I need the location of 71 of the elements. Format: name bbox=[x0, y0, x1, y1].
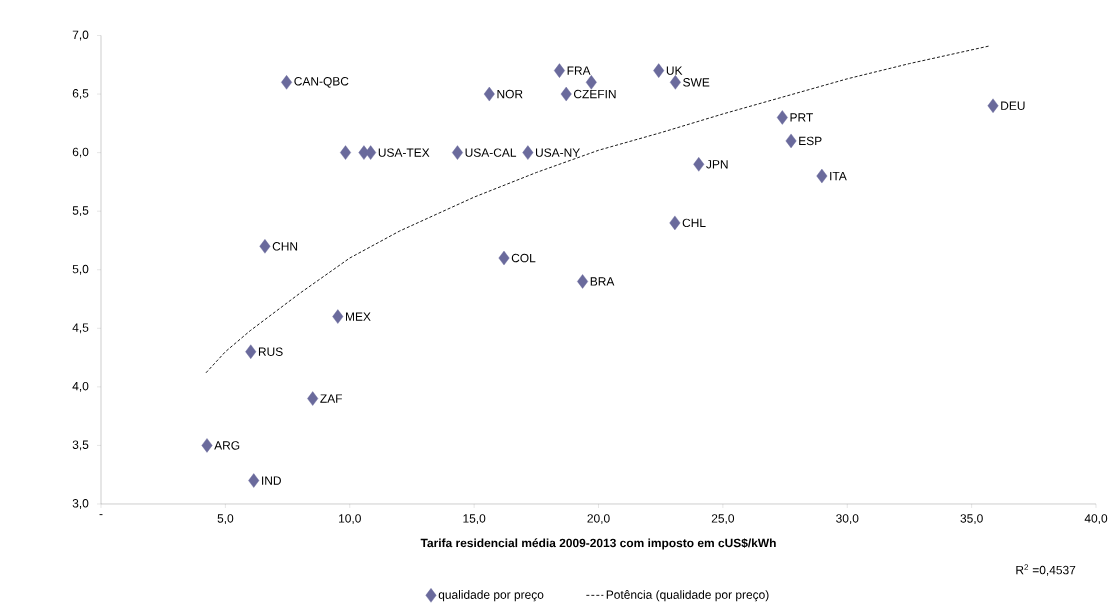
point bbox=[245, 344, 257, 359]
annotation: USA-CAL bbox=[465, 148, 517, 157]
point bbox=[332, 309, 344, 324]
legend-label: qualidade por preço bbox=[438, 590, 544, 602]
point bbox=[776, 110, 788, 125]
line-series bbox=[205, 45, 990, 374]
y-tick-label: 5,5 bbox=[72, 206, 89, 217]
y-tick-label: 3,5 bbox=[72, 440, 89, 451]
y-tick-label: 3,0 bbox=[72, 499, 89, 509]
point bbox=[365, 145, 377, 160]
annotation: ITA bbox=[830, 171, 847, 181]
y-tick-label: 6,5 bbox=[72, 89, 89, 99]
x-tick-label: 20,0 bbox=[587, 514, 610, 525]
annotation: CAN-QBC bbox=[294, 77, 349, 88]
annotation: USA-TEX bbox=[378, 148, 430, 157]
annotation: IND bbox=[262, 476, 281, 485]
annotation: CZEFIN bbox=[573, 89, 616, 99]
x-tick-label: 35,0 bbox=[960, 514, 983, 525]
annotation: SWE bbox=[683, 78, 710, 87]
x-tick-label: 15,0 bbox=[463, 514, 486, 525]
x-tick-label: 5,0 bbox=[217, 514, 234, 525]
x-tick-label: 10,0 bbox=[339, 514, 361, 525]
annotation: BRA bbox=[590, 277, 615, 286]
point bbox=[669, 215, 681, 231]
annotation: MEX bbox=[346, 312, 371, 321]
annotation: ESP bbox=[799, 136, 822, 146]
point bbox=[248, 473, 260, 488]
annotation: ZAF bbox=[320, 394, 342, 403]
point bbox=[816, 168, 828, 184]
point bbox=[577, 274, 589, 289]
point bbox=[693, 157, 705, 172]
point bbox=[452, 145, 463, 160]
y-tick-label: 4,5 bbox=[72, 323, 89, 334]
annotation: DEU bbox=[1001, 101, 1025, 110]
annotation: ARG bbox=[214, 441, 240, 450]
point bbox=[522, 145, 534, 160]
x-tick-label: 25,0 bbox=[711, 514, 735, 525]
annotation: USA-NY bbox=[535, 148, 580, 157]
point bbox=[554, 63, 565, 78]
point bbox=[307, 391, 319, 406]
y-tick-label: 6,0 bbox=[72, 147, 89, 158]
text: R$^{2}$ =0,4537 bbox=[1016, 564, 1076, 576]
point bbox=[560, 86, 572, 102]
point bbox=[483, 86, 495, 102]
point bbox=[498, 250, 510, 266]
point bbox=[785, 133, 797, 149]
annotation: PRT bbox=[790, 113, 813, 122]
annotation: FRA bbox=[567, 66, 591, 75]
point bbox=[340, 145, 351, 160]
y-tick-label: 5,0 bbox=[72, 264, 89, 275]
annotation: CHL bbox=[682, 218, 706, 228]
annotation: RUS bbox=[258, 347, 283, 356]
legend-label: Potência (qualidade por preço) bbox=[606, 590, 769, 602]
point bbox=[669, 75, 681, 90]
annotation: JPN bbox=[706, 160, 728, 169]
annotation: UK bbox=[666, 66, 683, 75]
point bbox=[201, 438, 213, 453]
y-tick-label: 7,0 bbox=[72, 30, 89, 41]
x-tick-label: 30,0 bbox=[836, 514, 859, 525]
point bbox=[585, 75, 597, 90]
annotation: COL bbox=[511, 253, 536, 263]
point bbox=[259, 239, 271, 254]
x-tick-label: 40,0 bbox=[1084, 514, 1108, 525]
x-tick-label: - bbox=[99, 514, 103, 516]
point bbox=[653, 63, 665, 78]
point bbox=[987, 98, 999, 113]
x-axis-title: Tarifa residencial média 2009-2013 com imposto em cUS$/kWh bbox=[420, 538, 776, 550]
annotation: NOR bbox=[497, 89, 523, 99]
y-tick-label: 4,0 bbox=[72, 381, 89, 392]
annotation: CHN bbox=[272, 242, 298, 251]
point bbox=[281, 75, 293, 90]
